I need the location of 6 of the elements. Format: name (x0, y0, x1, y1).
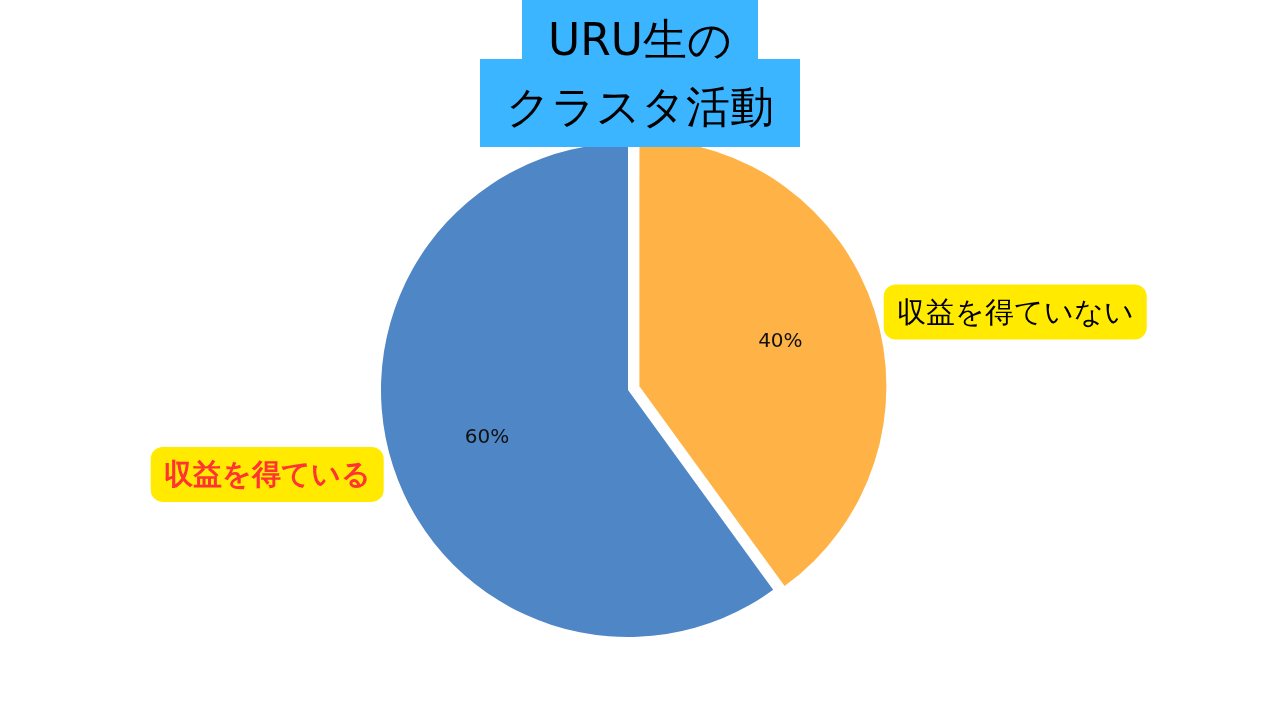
title: URU生のクラスタ活動 (480, 0, 800, 147)
data-label: 40% (758, 328, 803, 353)
slice-label: 収益を得ている (163, 457, 371, 492)
data-label: 60% (464, 423, 510, 448)
chart-title: URU生のクラスタ活動 (506, 14, 774, 132)
slice-label: 収益を得ていない (896, 294, 1134, 329)
